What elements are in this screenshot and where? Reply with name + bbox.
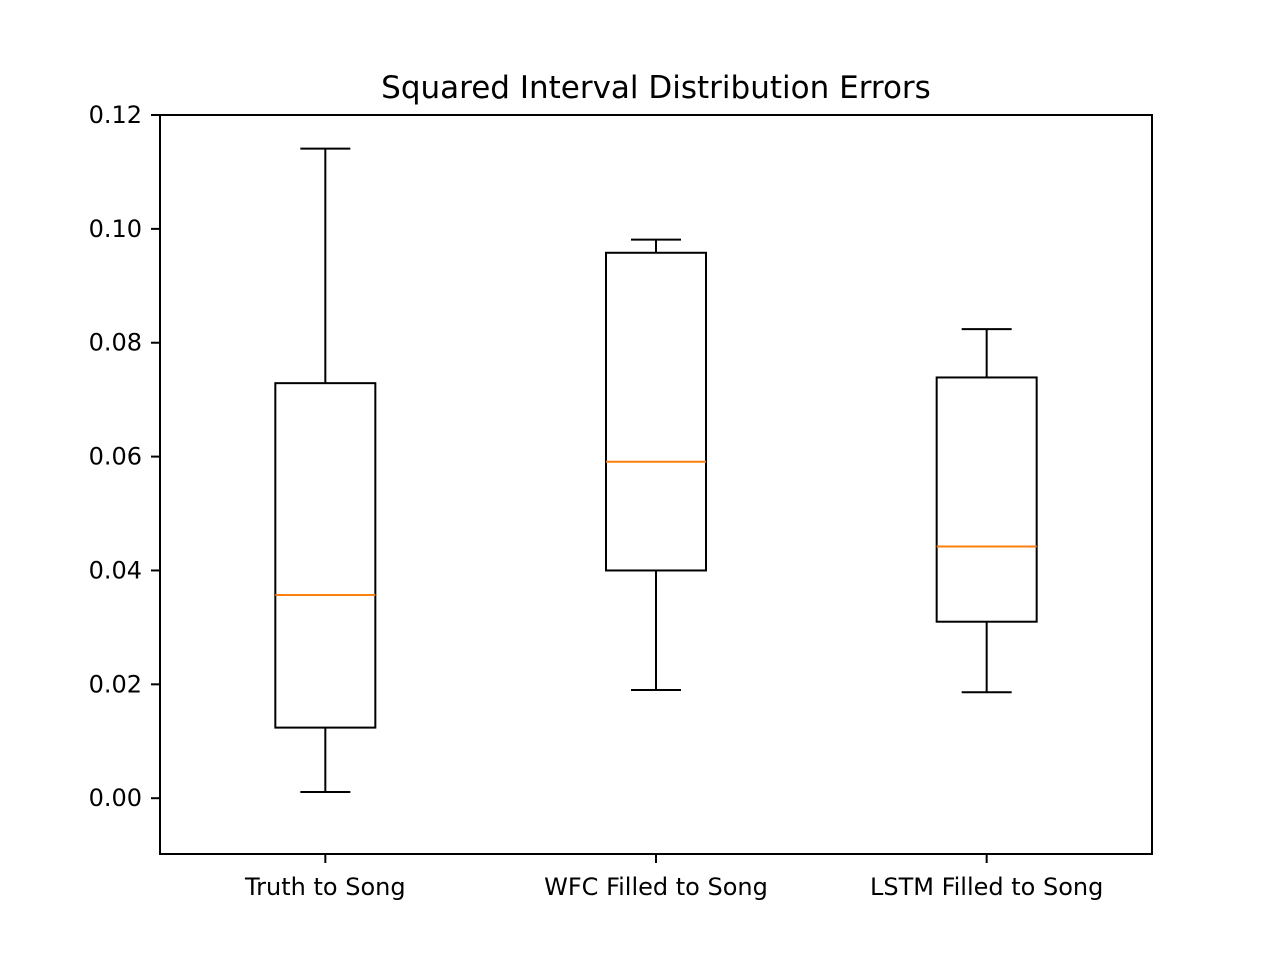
chart-title: Squared Interval Distribution Errors xyxy=(381,70,931,106)
x-tick-label: LSTM Filled to Song xyxy=(870,873,1103,901)
plot-area: 0.00 0.02 0.04 0.06 0.08 0.10 0.12 Truth to Son… xyxy=(89,101,1153,901)
y-tick-label: 0.02 xyxy=(89,670,142,698)
x-tick-label: WFC Filled to Song xyxy=(544,873,768,901)
y-tick-label: 0.08 xyxy=(89,329,142,357)
axes-frame xyxy=(159,114,1153,855)
iqr-box xyxy=(605,251,707,572)
y-tick-label: 0.00 xyxy=(89,784,142,812)
y-tick-label: 0.04 xyxy=(89,556,142,584)
iqr-box xyxy=(274,382,377,729)
iqr-box xyxy=(935,376,1038,623)
y-tick-label: 0.10 xyxy=(89,215,142,243)
x-tick-label: Truth to Song xyxy=(244,873,406,901)
y-tick-label: 0.12 xyxy=(89,101,142,129)
y-tick-label: 0.06 xyxy=(89,443,142,471)
